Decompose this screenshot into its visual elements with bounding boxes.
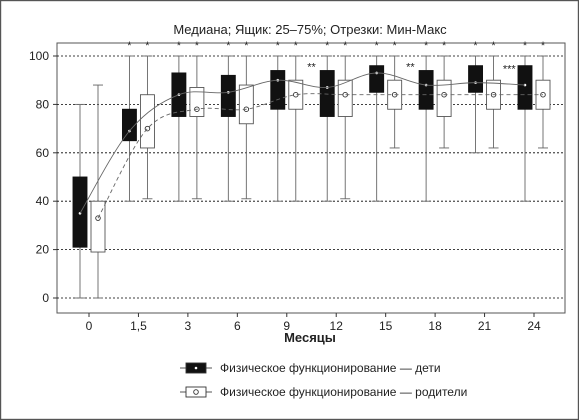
- box-rect: [369, 65, 385, 93]
- box-rect: [468, 65, 484, 93]
- significance-star-5-1: *: [343, 40, 348, 52]
- box-parents-5: [337, 55, 353, 200]
- legend-item-parents: Физическое функционирование — родители: [180, 385, 467, 399]
- significance-star-6-1: *: [393, 40, 398, 52]
- y-tick-label-40: 40: [36, 194, 50, 208]
- box-children-4: [270, 55, 286, 202]
- x-tick-label-0: 0: [86, 319, 93, 333]
- significance-star-6-0: *: [375, 40, 380, 52]
- box-parents-4: [288, 55, 304, 202]
- plot-area-border: [56, 42, 566, 314]
- significance-star-4-1: *: [294, 40, 299, 52]
- box-rect: [121, 108, 137, 142]
- y-axis: 0 20 40 60 80 100: [29, 49, 57, 305]
- x-tick-label-8: 21: [478, 319, 492, 333]
- box-parents-2: [189, 55, 205, 200]
- significance-double-4: **: [307, 62, 316, 74]
- box-rect: [418, 70, 434, 110]
- significance-star-7-1: *: [442, 40, 447, 52]
- box-children-7: [418, 55, 434, 202]
- box-rect: [270, 70, 286, 110]
- significance-star-7-0: *: [424, 40, 429, 52]
- significance-star-4-0: *: [276, 40, 281, 52]
- significance-star-1-1: *: [145, 40, 150, 52]
- x-tick-label-3: 6: [234, 319, 241, 333]
- x-axis-label: Месяцы: [284, 330, 336, 345]
- significance-star-5-0: *: [325, 40, 330, 52]
- box-children-8: [468, 55, 484, 154]
- y-tick-label-80: 80: [36, 97, 50, 111]
- significance-star-8-1: *: [491, 40, 496, 52]
- x-axis: 0 1,5 3 6 9 12 15 18 21 24: [86, 313, 541, 333]
- box-rect: [220, 74, 236, 117]
- box-rect: [517, 65, 533, 110]
- box-rect: [189, 87, 205, 117]
- legend-item-children: Физическое функционирование — дети: [180, 361, 441, 375]
- significance-star-9-0: *: [523, 40, 528, 52]
- chart-title: Медиана; Ящик: 25–75%; Отрезки: Мин-Макс: [173, 22, 447, 37]
- median-trend-children: [79, 72, 526, 214]
- y-tick-label-0: 0: [42, 291, 49, 305]
- box-parents-3: [238, 55, 254, 200]
- legend: Физическое функционирование — дети Физиче…: [180, 361, 467, 399]
- significance-star-3-0: *: [226, 40, 231, 52]
- x-tick-label-1: 1,5: [130, 319, 147, 333]
- box-rect: [139, 94, 155, 149]
- box-rect: [238, 84, 254, 125]
- x-tick-label-4: 9: [283, 319, 290, 333]
- box-rect: [436, 79, 452, 117]
- significance-star-8-0: *: [473, 40, 478, 52]
- box-children-2: [171, 55, 187, 202]
- significance-double-6: **: [406, 62, 415, 74]
- box-rect: [337, 79, 353, 117]
- median-trend-parents: [97, 93, 543, 219]
- box-children-3: [220, 55, 236, 202]
- y-tick-label-20: 20: [36, 243, 50, 257]
- box-children-9: [517, 55, 533, 202]
- x-tick-label-6: 15: [379, 319, 393, 333]
- box-rect: [319, 70, 335, 117]
- box-parents-9: [535, 55, 551, 149]
- box-plots: [72, 55, 551, 299]
- box-rect: [90, 200, 106, 253]
- x-tick-label-7: 18: [428, 319, 442, 333]
- box-children-6: [369, 55, 385, 202]
- x-tick-label-5: 12: [330, 319, 344, 333]
- significance-markers: * * * * * * * * * * * * * * * * * *** ** ***: [127, 40, 546, 76]
- box-parents-8: [486, 55, 502, 149]
- x-tick-label-9: 24: [527, 319, 541, 333]
- box-children-5: [319, 55, 335, 202]
- box-parents-6: [387, 55, 403, 149]
- box-parents-7: [436, 55, 452, 149]
- significance-star-1-0: *: [127, 40, 132, 52]
- median-lines: [79, 72, 543, 219]
- y-tick-label-100: 100: [29, 49, 49, 63]
- significance-star-2-1: *: [195, 40, 200, 52]
- legend-label: Физическое функционирование — родители: [220, 385, 467, 399]
- significance-star-2-0: *: [177, 40, 182, 52]
- significance-triple-8: ***: [503, 64, 517, 76]
- x-tick-label-2: 3: [185, 319, 192, 333]
- significance-star-3-1: *: [244, 40, 249, 52]
- box-children-1: [121, 55, 137, 202]
- box-parents-1: [139, 55, 155, 200]
- box-parents-0: [90, 84, 106, 299]
- legend-median-point: [194, 366, 198, 370]
- legend-label: Физическое функционирование — дети: [220, 361, 441, 375]
- significance-star-9-1: *: [541, 40, 546, 52]
- legend-median-point: [193, 389, 199, 395]
- y-tick-label-60: 60: [36, 146, 50, 160]
- box-children-0: [72, 103, 88, 299]
